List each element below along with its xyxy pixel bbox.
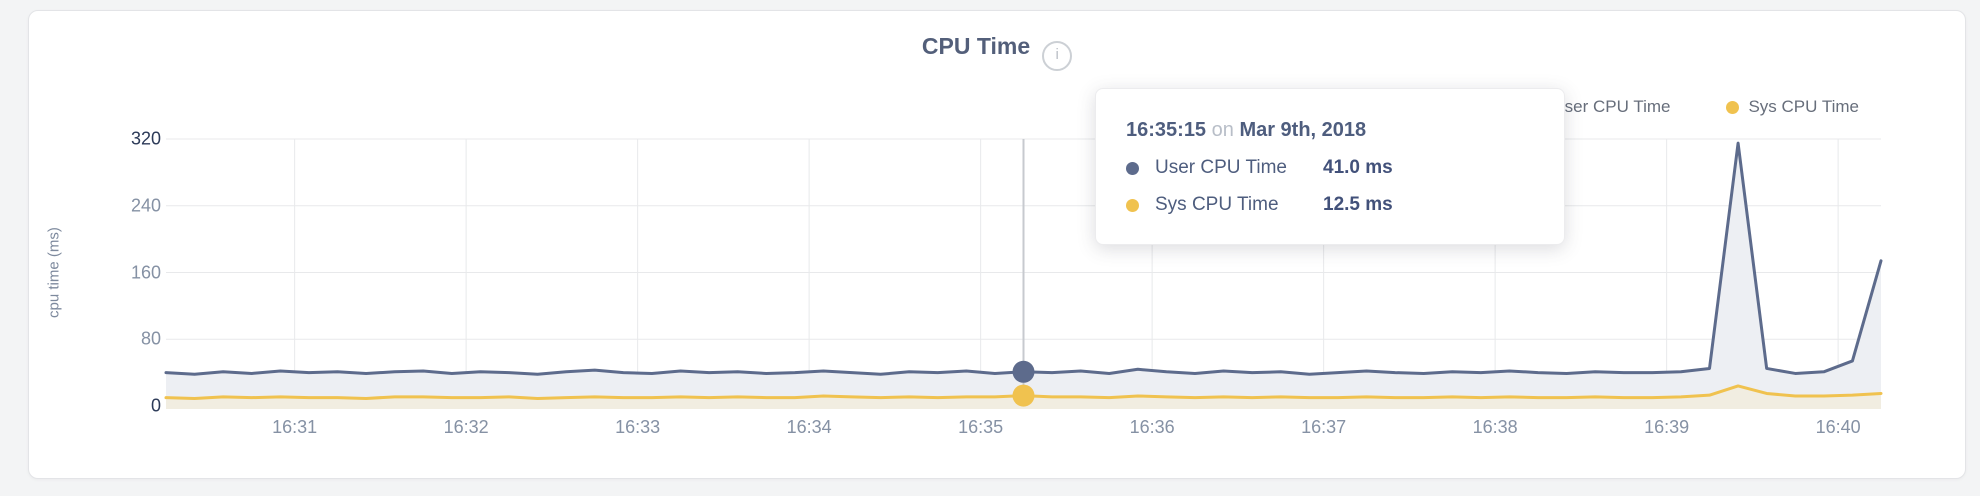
x-tick-label: 16:33	[615, 417, 661, 437]
tooltip-row-user: User CPU Time 41.0 ms	[1126, 157, 1534, 179]
legend: User CPU Time Sys CPU Time	[1530, 97, 1859, 117]
hover-marker-user[interactable]	[1012, 360, 1035, 383]
x-tick-label: 16:32	[443, 417, 489, 437]
x-tick-label: 16:34	[786, 417, 832, 437]
x-tick-label: 16:37	[1301, 417, 1347, 437]
legend-item-sys-cpu-time[interactable]: Sys CPU Time	[1726, 97, 1859, 117]
tooltip-date: Mar 9th, 2018	[1239, 119, 1367, 141]
series-area-user	[166, 143, 1881, 409]
chart-title: CPU Time	[921, 33, 1031, 59]
legend-label-user: User CPU Time	[1552, 97, 1671, 116]
legend-label-sys: Sys CPU Time	[1748, 97, 1859, 116]
tooltip-label-user: User CPU Time	[1155, 157, 1287, 178]
tooltip-value-sys: 12.5 ms	[1323, 194, 1393, 215]
tooltip-connector: on	[1211, 119, 1234, 141]
plot-area[interactable]	[29, 11, 1965, 478]
x-tick-label: 16:38	[1472, 417, 1518, 437]
tooltip: 16:35:15 on Mar 9th, 2018 User CPU Time …	[1095, 88, 1565, 245]
y-tick-label: 80	[140, 328, 161, 349]
tooltip-label-sys: Sys CPU Time	[1155, 194, 1279, 215]
x-tick-label: 16:40	[1815, 417, 1861, 437]
x-tick-label: 16:31	[272, 417, 318, 437]
x-tick-label: 16:39	[1644, 417, 1690, 437]
tooltip-dot-user	[1126, 161, 1139, 175]
info-icon[interactable]: i	[1042, 41, 1073, 71]
hover-marker-sys[interactable]	[1012, 384, 1035, 407]
x-tick-label: 16:36	[1129, 417, 1175, 437]
tooltip-time: 16:35:15	[1126, 119, 1207, 141]
tooltip-row-sys: Sys CPU Time 12.5 ms	[1126, 194, 1534, 216]
y-tick-label: 160	[130, 262, 161, 282]
x-tick-label: 16:35	[958, 417, 1004, 437]
y-tick-label: 240	[130, 195, 161, 216]
tooltip-value-user: 41.0 ms	[1323, 157, 1393, 178]
chart-card: CPU Time i User CPU Time Sys CPU Time cpu…	[28, 10, 1966, 479]
chart-title-row: CPU Time i	[29, 33, 1965, 71]
tooltip-timestamp: 16:35:15 on Mar 9th, 2018	[1126, 119, 1534, 142]
y-tick-label: 320	[130, 128, 161, 149]
tooltip-dot-sys	[1126, 198, 1139, 212]
legend-dot-sys	[1726, 100, 1740, 114]
y-tick-label: 0	[150, 395, 161, 416]
